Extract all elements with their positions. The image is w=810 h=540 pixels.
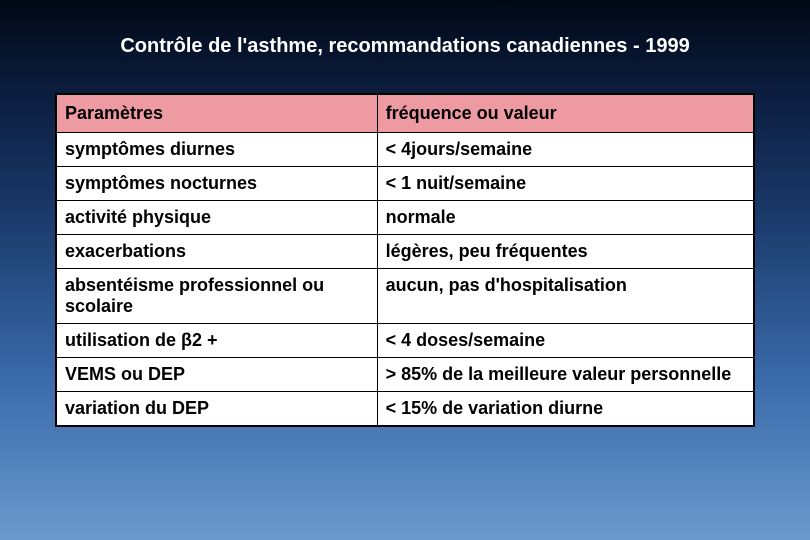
cell-param: activité physique [56,201,377,235]
cell-freq: < 4 doses/semaine [377,324,754,358]
cell-param: symptômes diurnes [56,133,377,167]
slide-title: Contrôle de l'asthme, recommandations ca… [55,35,755,58]
table-header-row: Paramètres fréquence ou valeur [56,94,754,133]
table-row: absentéisme professionnel ou scolaire au… [56,269,754,324]
cell-freq: > 85% de la meilleure valeur personnelle [377,358,754,392]
cell-param: utilisation de β2 + [56,324,377,358]
cell-param: variation du DEP [56,392,377,427]
cell-param: VEMS ou DEP [56,358,377,392]
slide-container: Contrôle de l'asthme, recommandations ca… [0,0,810,427]
cell-freq: normale [377,201,754,235]
cell-freq: < 15% de variation diurne [377,392,754,427]
cell-freq: légères, peu fréquentes [377,235,754,269]
col-header-param: Paramètres [56,94,377,133]
cell-param: absentéisme professionnel ou scolaire [56,269,377,324]
cell-param: symptômes nocturnes [56,167,377,201]
table-row: activité physique normale [56,201,754,235]
cell-freq: < 4jours/semaine [377,133,754,167]
cell-param: exacerbations [56,235,377,269]
table-row: VEMS ou DEP > 85% de la meilleure valeur… [56,358,754,392]
col-header-freq: fréquence ou valeur [377,94,754,133]
parameters-table: Paramètres fréquence ou valeur symptômes… [55,93,755,427]
table-row: variation du DEP < 15% de variation diur… [56,392,754,427]
table-row: exacerbations légères, peu fréquentes [56,235,754,269]
table-row: utilisation de β2 + < 4 doses/semaine [56,324,754,358]
cell-freq: aucun, pas d'hospitalisation [377,269,754,324]
cell-freq: < 1 nuit/semaine [377,167,754,201]
table-row: symptômes nocturnes < 1 nuit/semaine [56,167,754,201]
table-row: symptômes diurnes < 4jours/semaine [56,133,754,167]
